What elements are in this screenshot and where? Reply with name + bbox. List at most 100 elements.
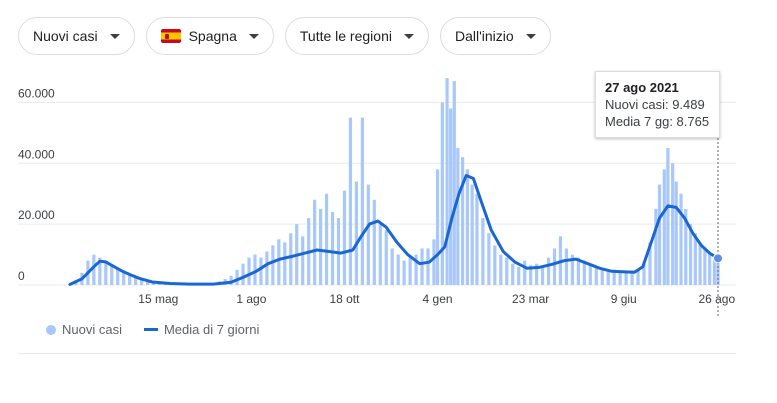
case-bar xyxy=(671,163,675,285)
case-bar xyxy=(517,266,521,285)
chevron-down-icon xyxy=(248,33,259,39)
case-bar xyxy=(564,248,569,285)
case-bar xyxy=(384,230,388,285)
case-bar xyxy=(679,193,683,285)
x-tick-label: 18 ott xyxy=(329,292,360,306)
case-bar xyxy=(241,263,245,285)
cases-chart[interactable]: 0 20.000 40.000 60.000 15 mag 1 ago 18 ott 4 g… xyxy=(0,0,777,320)
country-filter-label: Spagna xyxy=(188,28,237,44)
case-bar xyxy=(420,248,424,285)
case-bar xyxy=(588,265,592,285)
case-bar xyxy=(452,81,456,285)
case-bar xyxy=(540,266,545,285)
metric-filter-label: Nuovi casi xyxy=(33,28,98,44)
x-tick-label: 9 giu xyxy=(611,292,637,306)
x-axis-labels: 15 mag 1 ago 18 ott 4 gen 23 mar 9 giu 26 ago xyxy=(138,292,735,306)
chevron-down-icon xyxy=(109,33,120,39)
region-filter[interactable]: Tutte le regioni xyxy=(284,17,429,55)
case-bar xyxy=(145,281,150,285)
y-axis-labels: 0 20.000 40.000 60.000 xyxy=(18,86,55,283)
case-bar xyxy=(535,263,539,285)
case-bar xyxy=(277,239,281,285)
spain-flag-icon xyxy=(160,29,181,43)
case-bar xyxy=(435,169,440,285)
filter-bar: Nuovi casi Spagna Tutte le regioni Dall'… xyxy=(18,17,551,57)
x-tick-label: 26 ago xyxy=(698,292,735,306)
case-bar xyxy=(475,193,479,285)
case-bar xyxy=(151,282,156,285)
case-bar xyxy=(265,251,269,285)
case-bar xyxy=(271,245,275,285)
case-bar xyxy=(408,257,412,285)
case-bar xyxy=(366,184,370,285)
case-bar xyxy=(600,268,604,285)
case-bar xyxy=(666,148,670,285)
case-bar xyxy=(684,208,688,285)
case-bar xyxy=(606,269,610,285)
case-bar xyxy=(698,242,702,285)
case-bar xyxy=(703,248,707,285)
case-bar xyxy=(499,254,503,285)
case-bar xyxy=(642,263,646,285)
case-bar xyxy=(348,117,353,286)
case-bar xyxy=(487,233,491,285)
y-tick-label: 40.000 xyxy=(18,147,55,161)
case-bar xyxy=(390,248,394,285)
x-tick-label: 15 mag xyxy=(138,292,178,306)
legend-bars-label: Nuovi casi xyxy=(62,322,122,337)
y-tick-label: 0 xyxy=(18,269,25,283)
period-filter[interactable]: Dall'inizio xyxy=(439,17,551,55)
bottom-divider xyxy=(18,353,736,354)
case-bar xyxy=(432,239,436,285)
case-bar xyxy=(283,242,287,285)
case-bar xyxy=(461,157,465,285)
case-bar xyxy=(313,199,317,285)
case-bar xyxy=(247,257,251,285)
case-bar xyxy=(104,262,108,285)
case-bar xyxy=(98,257,102,285)
case-bar xyxy=(92,254,96,285)
case-bar xyxy=(546,257,551,285)
case-bar xyxy=(378,224,382,285)
case-bar xyxy=(342,190,347,285)
case-bar xyxy=(414,254,418,285)
case-bar xyxy=(465,169,469,285)
case-bar xyxy=(662,169,666,285)
case-bar xyxy=(229,275,233,285)
case-bar xyxy=(612,269,616,285)
case-bar xyxy=(624,271,628,285)
case-bar xyxy=(134,277,138,285)
tooltip-average: Media 7 gg: 8.765 xyxy=(605,114,710,129)
legend-bars-swatch xyxy=(46,324,56,335)
x-tick-label: 4 gen xyxy=(423,292,453,306)
case-bar xyxy=(582,260,586,285)
case-bar xyxy=(630,270,634,285)
chart-legend: Nuovi casi Media di 7 giorni xyxy=(46,322,259,337)
case-bar xyxy=(493,245,497,285)
case-bar xyxy=(481,218,485,285)
case-bar xyxy=(259,257,263,285)
hover-tooltip: 27 ago 2021 Nuovi casi: 9.489 Media 7 gg… xyxy=(595,71,720,138)
x-tick-label: 23 mar xyxy=(512,292,549,306)
country-filter[interactable]: Spagna xyxy=(145,17,274,55)
case-bar xyxy=(712,256,717,285)
y-tick-label: 20.000 xyxy=(18,208,55,222)
case-bar xyxy=(330,211,335,285)
case-bar xyxy=(654,208,658,285)
case-bar xyxy=(289,233,293,285)
case-bar xyxy=(529,265,533,285)
metric-filter[interactable]: Nuovi casi xyxy=(18,17,135,55)
case-bar xyxy=(372,199,376,285)
period-filter-label: Dall'inizio xyxy=(454,28,514,44)
case-bar xyxy=(511,263,515,285)
case-bar xyxy=(360,117,364,286)
case-bar xyxy=(440,102,444,285)
case-bar xyxy=(636,269,640,285)
case-bar xyxy=(456,148,460,285)
case-bar xyxy=(110,265,114,285)
case-bar xyxy=(396,254,400,285)
case-bar xyxy=(235,269,239,285)
case-bar xyxy=(445,78,449,285)
seven-day-average-line xyxy=(68,174,720,286)
region-filter-label: Tutte le regioni xyxy=(299,28,392,44)
